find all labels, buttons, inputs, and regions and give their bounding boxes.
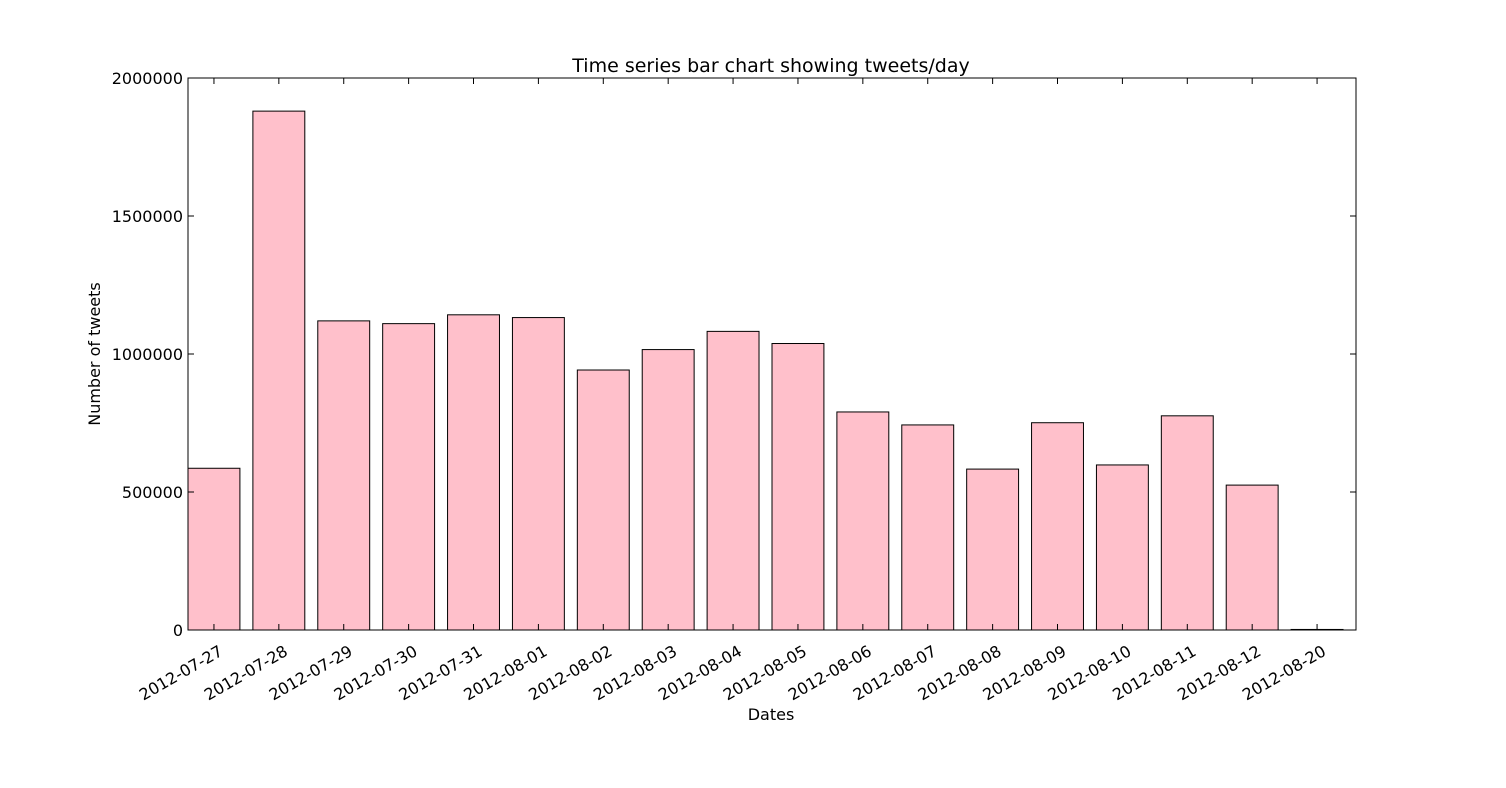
bar-2012-08-09 xyxy=(1031,422,1084,631)
bar-2012-08-01 xyxy=(511,317,565,631)
bar-2012-08-11 xyxy=(1160,415,1214,631)
y-axis-label: Number of tweets xyxy=(85,282,104,426)
bar-2012-07-27 xyxy=(187,467,241,631)
bar-2012-08-10 xyxy=(1095,464,1149,631)
y-tick-label-0: 0 xyxy=(173,621,183,640)
y-tick-label-1500000: 1500000 xyxy=(112,207,183,226)
y-tick-label-500000: 500000 xyxy=(122,483,183,502)
bar-2012-08-03 xyxy=(641,349,695,631)
y-tick-labels: 0 500000 1000000 1500000 2000000 xyxy=(112,69,183,640)
chart-title: Time series bar chart showing tweets/day xyxy=(571,55,969,77)
bar-2012-08-12 xyxy=(1225,484,1279,631)
bar-2012-07-29 xyxy=(317,320,371,631)
y-tick-label-2000000: 2000000 xyxy=(112,69,183,88)
bar-2012-08-08 xyxy=(966,468,1020,631)
x-axis-label: Dates xyxy=(748,705,795,724)
bar-2012-08-02 xyxy=(576,369,630,631)
x-tick-labels: 2012-07-272012-07-282012-07-292012-07-30… xyxy=(136,641,1329,704)
bar-2012-08-05 xyxy=(771,343,825,631)
bars-layer xyxy=(187,110,1344,631)
plot-frame xyxy=(187,77,1357,631)
bar-2012-08-07 xyxy=(901,424,955,631)
bar-2012-07-31 xyxy=(447,314,500,631)
bar-2012-08-04 xyxy=(706,330,760,631)
bar-2012-08-06 xyxy=(836,411,890,631)
bar-2012-07-30 xyxy=(382,323,436,631)
bar-2012-07-28 xyxy=(252,110,306,631)
y-tick-label-1000000: 1000000 xyxy=(112,345,183,364)
